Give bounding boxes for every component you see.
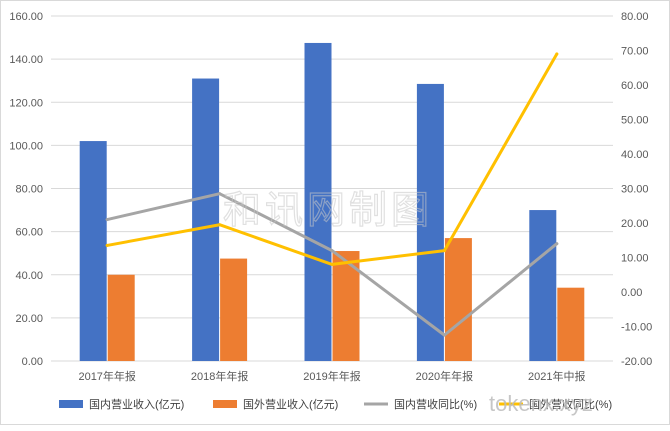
x-tick-label: 2020年年报 xyxy=(416,369,473,383)
legend-swatch xyxy=(213,400,237,408)
bar xyxy=(107,274,135,361)
line-series xyxy=(105,52,559,337)
bar xyxy=(220,258,248,361)
line-point xyxy=(105,218,109,222)
right-tick-label: 10.00 xyxy=(621,253,649,265)
right-tick-label: 80.00 xyxy=(621,11,649,23)
x-tick-label: 2018年年报 xyxy=(191,369,248,383)
right-tick-label: 20.00 xyxy=(621,218,649,230)
line-point xyxy=(330,262,334,266)
bar xyxy=(304,42,332,361)
bar xyxy=(444,238,472,361)
line-point xyxy=(105,243,109,247)
right-tick-label: 70.00 xyxy=(621,46,649,58)
right-tick-label: 0.00 xyxy=(621,287,642,299)
right-axis-ticks: -20.00 -10.00 0.00 10.00 20.00 30.00 40.00 50.0… xyxy=(621,11,652,368)
gridlines xyxy=(51,15,613,362)
bar xyxy=(557,287,585,361)
left-axis-ticks: 0.00 20.00 40.00 60.00 80.00 100.00 120.00 140.… xyxy=(9,11,43,368)
left-tick-label: 160.00 xyxy=(9,11,43,23)
left-tick-label: 100.00 xyxy=(9,140,43,152)
bar xyxy=(529,210,557,361)
watermark-url: tokenx.xyz xyxy=(489,391,593,416)
right-tick-label: 60.00 xyxy=(621,80,649,92)
legend-label: 国外营收同比(%) xyxy=(529,397,612,411)
x-axis-ticks: 2017年年报 2018年年报 2019年年报 2020年年报 2021年中报 xyxy=(78,369,585,383)
line-point xyxy=(442,333,446,337)
left-tick-label: 120.00 xyxy=(9,97,43,109)
right-tick-label: -10.00 xyxy=(621,322,652,334)
line-point xyxy=(330,249,334,253)
line-point xyxy=(555,52,559,56)
legend-label: 国外营业收入(亿元) xyxy=(243,397,338,411)
line-point xyxy=(442,249,446,253)
x-tick-label: 2019年年报 xyxy=(303,369,360,383)
left-tick-label: 20.00 xyxy=(15,313,43,325)
legend: 国内营业收入(亿元) 国外营业收入(亿元) 国内营收同比(%) 国外营收同比(%) xyxy=(59,397,612,411)
line-point xyxy=(218,192,222,196)
right-tick-label: 40.00 xyxy=(621,149,649,161)
right-tick-label: 30.00 xyxy=(621,184,649,196)
legend-label: 国内营业收入(亿元) xyxy=(89,397,184,411)
right-tick-label: 50.00 xyxy=(621,115,649,127)
line-point xyxy=(218,223,222,227)
line-point xyxy=(555,242,559,246)
left-tick-label: 80.00 xyxy=(15,184,43,196)
bar xyxy=(192,78,220,361)
left-tick-label: 140.00 xyxy=(9,54,43,66)
bar xyxy=(79,141,107,361)
left-tick-label: 60.00 xyxy=(15,227,43,239)
series-line xyxy=(105,52,559,266)
right-tick-label: -20.00 xyxy=(621,356,652,368)
bar xyxy=(416,83,444,361)
left-tick-label: 0.00 xyxy=(22,356,43,368)
legend-label: 国内营收同比(%) xyxy=(394,397,477,411)
watermark-text: 和讯网制图 xyxy=(223,190,433,232)
x-tick-label: 2017年年报 xyxy=(78,369,135,383)
bar-series xyxy=(79,42,585,361)
legend-swatch xyxy=(59,400,83,408)
left-tick-label: 40.00 xyxy=(15,270,43,282)
x-tick-label: 2021年中报 xyxy=(528,369,585,383)
